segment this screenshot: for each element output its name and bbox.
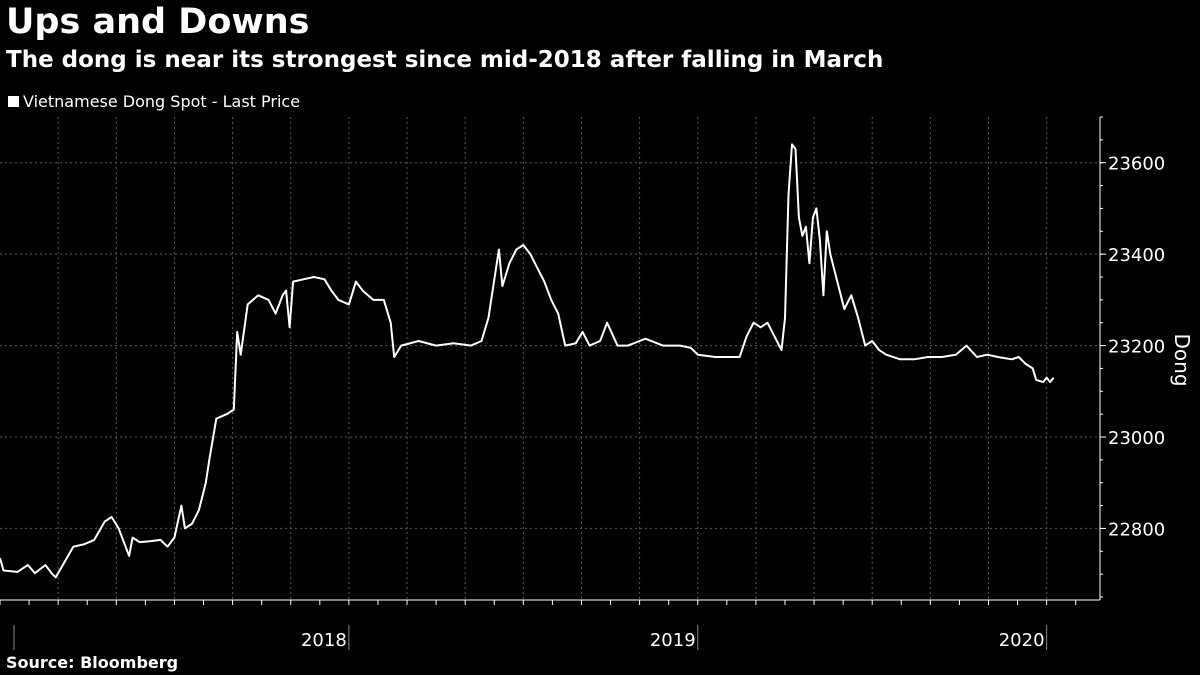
y-tick-label: 22800 (1108, 519, 1165, 540)
series-layer (0, 143, 1055, 579)
y-tick-label: 23000 (1108, 428, 1165, 449)
chart-title: Ups and Downs (6, 2, 310, 42)
legend: Vietnamese Dong Spot - Last Price (8, 91, 300, 111)
y-tick-label: 23600 (1108, 154, 1165, 175)
x-tick-label: 2018 (301, 630, 347, 651)
legend-swatch (8, 95, 19, 107)
chart-subtitle: The dong is near its strongest since mid… (6, 47, 884, 73)
legend-label: Vietnamese Dong Spot - Last Price (23, 91, 301, 111)
x-tick-label: 2019 (650, 630, 696, 651)
axes: 22800 23000 23200 23400 23600 2018 2019 2020 (0, 116, 1165, 651)
y-axis-title: Dong (1170, 333, 1194, 386)
gridlines (0, 117, 1100, 600)
x-tick-label: 2020 (999, 630, 1045, 651)
source-note: Source: Bloomberg (6, 653, 179, 672)
y-tick-label: 23400 (1108, 245, 1165, 266)
series-line (0, 143, 1055, 579)
y-tick-label: 23200 (1108, 337, 1165, 358)
